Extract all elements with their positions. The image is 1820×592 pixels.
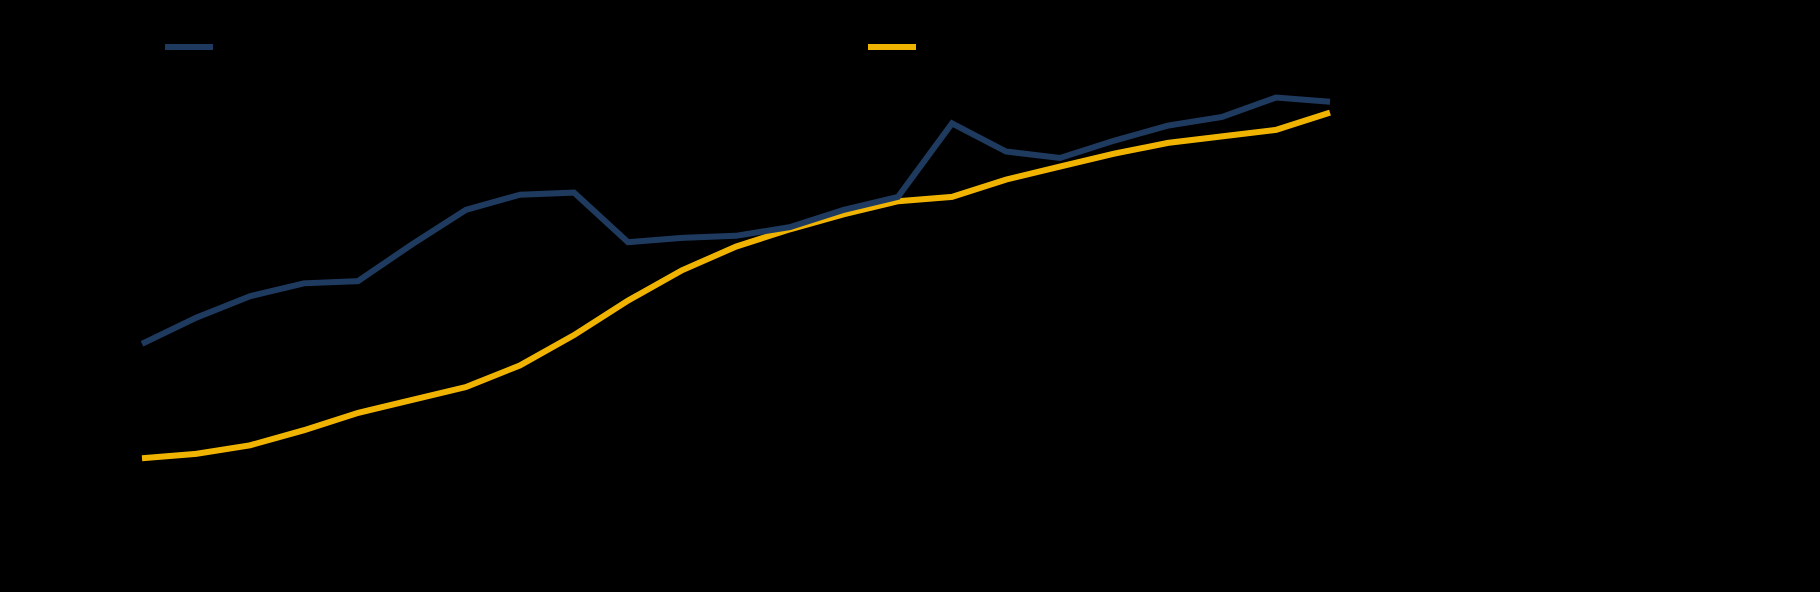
- legend-swatch-series-1: [165, 44, 213, 50]
- line-chart: [0, 0, 1820, 592]
- legend-swatch-series-2: [868, 44, 916, 50]
- chart-svg: [0, 0, 1820, 592]
- legend: [0, 20, 1820, 50]
